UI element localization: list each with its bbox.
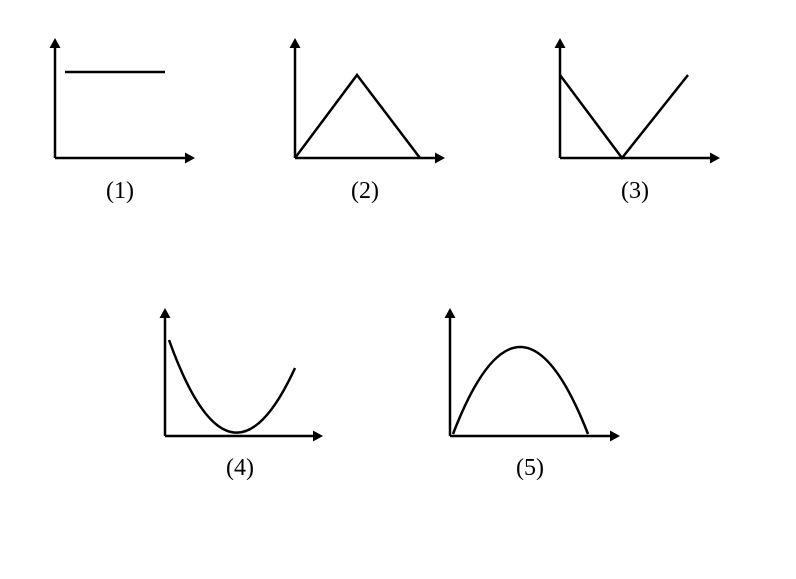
- axis-arrow-icon: [555, 38, 566, 48]
- graph-label: (4): [145, 455, 335, 482]
- graph-label: (1): [35, 178, 205, 205]
- curve: [169, 340, 295, 433]
- graph-panel-3: (3): [540, 30, 730, 175]
- graph-panel-5: (5): [430, 300, 630, 455]
- axis-arrow-icon: [445, 308, 456, 318]
- graph-svg: [430, 300, 630, 450]
- curve: [560, 75, 688, 158]
- axis-arrow-icon: [160, 308, 171, 318]
- axis-arrow-icon: [710, 153, 720, 164]
- graph-panel-1: (1): [35, 30, 205, 175]
- axis-arrow-icon: [50, 38, 61, 48]
- axis-arrow-icon: [313, 431, 323, 442]
- axis-arrow-icon: [610, 431, 620, 442]
- curve: [295, 75, 420, 158]
- axis-arrow-icon: [290, 38, 301, 48]
- graph-panel-4: (4): [145, 300, 335, 455]
- graph-svg: [275, 30, 455, 170]
- axis-arrow-icon: [185, 153, 195, 164]
- graph-label: (5): [430, 455, 630, 482]
- graph-svg: [540, 30, 730, 170]
- graph-panel-2: (2): [275, 30, 455, 175]
- axis-arrow-icon: [435, 153, 445, 164]
- graph-label: (2): [275, 178, 455, 205]
- curve: [453, 347, 588, 434]
- graphs-container: (1) (2) (3) (4): [0, 0, 796, 579]
- graph-svg: [35, 30, 205, 170]
- graph-svg: [145, 300, 335, 450]
- graph-label: (3): [540, 178, 730, 205]
